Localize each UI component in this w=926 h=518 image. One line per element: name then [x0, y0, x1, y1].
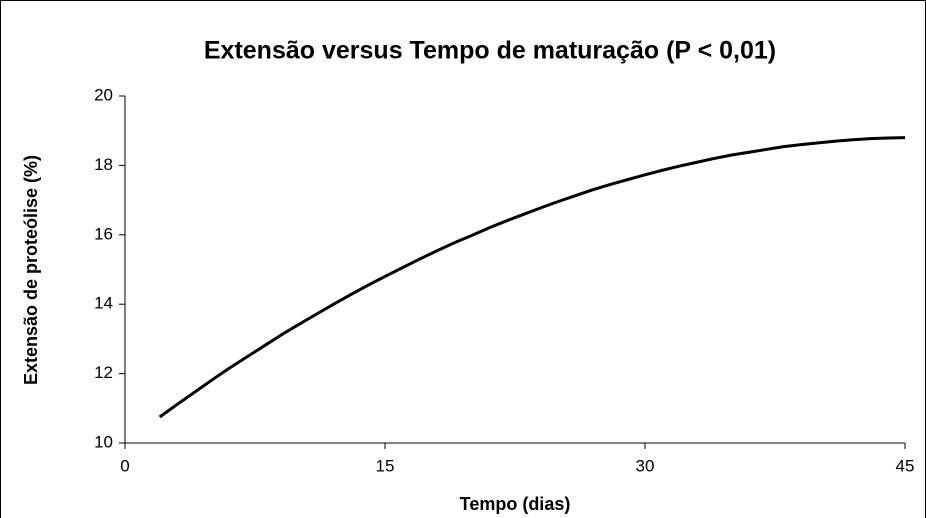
y-tick-label: 14 — [94, 294, 113, 313]
y-tick-label: 18 — [94, 155, 113, 174]
y-tick-label: 20 — [94, 85, 113, 104]
chart-title: Extensão versus Tempo de maturação (P < … — [204, 37, 776, 65]
y-axis-title: Extensão de proteólise (%) — [21, 155, 41, 385]
y-tick-label: 12 — [94, 363, 113, 382]
x-tick-label: 45 — [896, 456, 915, 475]
y-tick-label: 10 — [94, 432, 113, 451]
data-line — [158, 136, 906, 419]
x-tick-label: 30 — [636, 456, 655, 475]
y-tick-label: 16 — [94, 224, 113, 243]
x-axis-title: Tempo (dias) — [460, 494, 571, 514]
x-tick-label: 15 — [376, 456, 395, 475]
x-tick-label: 0 — [120, 456, 129, 475]
